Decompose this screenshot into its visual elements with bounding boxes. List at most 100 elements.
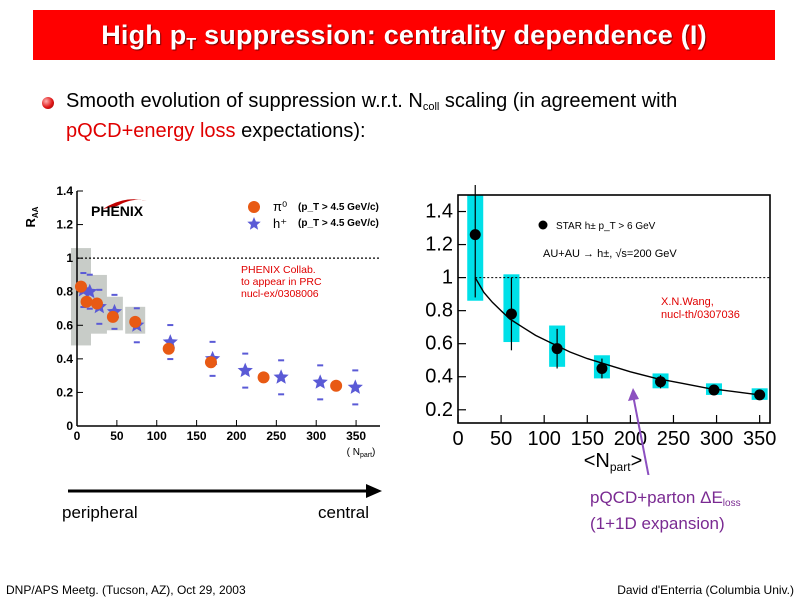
y-tick-label: 1.4 [425,201,453,223]
x-axis-label: <Npart> [584,450,643,474]
slide-title: High pT suppression: centrality dependen… [33,10,775,60]
annotation-line: X.N.Wang, [661,296,714,308]
star-point [754,389,766,401]
pi0-point [162,342,175,355]
hplus-point [82,283,98,299]
star-raa-chart: 0 50 100 150 200 250 300 350 0.2 0.4 0.6 0.8 1 1.2 1.4… [425,185,776,475]
y-tick-label: 1.4 [56,185,73,198]
peripheral-label: peripheral [62,503,138,522]
pqcd-label-main: pQCD+parton ΔE [590,488,723,507]
arrow-head [628,388,639,401]
pi0-point [74,280,87,293]
hplus-point [237,362,253,378]
pi0-point [330,379,343,392]
plot-frame [457,194,771,424]
x-tick-label: 350 [743,428,776,450]
title-bar: High pT suppression: centrality dependen… [33,10,775,60]
legend-reaction-label: AU+AU → h±, √s=200 GeV [543,248,677,260]
phenix-logo-wing [103,199,147,209]
bullet-text-line1: Smooth evolution of suppression w.r.t. N… [66,90,677,113]
x-tick-label: 50 [490,428,512,450]
y-tick-label: 0.4 [56,352,73,366]
star-point [596,362,608,374]
y-tick-label: 0.6 [425,333,453,355]
annotation-line: PHENIX Collab. [241,264,316,276]
star-point [708,384,720,396]
x-tick-label: 250 [266,429,286,443]
y-axis-label: RAA [25,206,40,227]
hplus-point [312,374,328,389]
hplus-point [347,379,363,394]
footer-author: David d'Enterria (Columbia Univ.) [617,583,794,597]
x-tick-label: 0 [74,429,81,443]
pi0-point [90,297,103,310]
star-point [551,343,563,355]
centrality-arrow [68,484,382,498]
x-tick-label: 150 [571,428,604,450]
central-label: central [318,503,370,522]
x-tick-label: 100 [147,429,167,443]
centrality-arrow-head [366,484,382,498]
annotation-line: to appear in PRC [241,276,322,288]
legend-star-label: STAR h± p_T > 6 GeV [556,221,656,232]
legend-star-marker [538,220,548,230]
phenix-raa-chart: 0 50 100 150 200 250 300 350 0 0.2 0.4 0.6 0.8 1 1.2 1.… [25,185,380,459]
y-tick-label: 0.8 [56,285,73,299]
x-tick-label: 350 [346,429,366,443]
title-main: High p [101,20,187,50]
title-subscript: T [186,36,197,53]
x-tick-label: 200 [614,428,647,450]
pqcd-label-line2: (1+1D expansion) [590,514,725,533]
x-axis-label: ( Npart) [347,447,376,459]
y-tick-label: 0 [66,419,73,433]
x-tick-label: 100 [528,428,561,450]
x-tick-label: 300 [306,429,326,443]
y-tick-label: 1.2 [425,234,453,256]
pi0-point [204,356,217,369]
annotation-line: nucl-th/0307036 [661,309,740,321]
annotation-line: nucl-ex/0308006 [241,288,319,300]
pqcd-label-subscript: loss [722,498,741,509]
phenix-logo-text: PHENIX [91,203,144,219]
legend-pi0-symbol: π⁰ [273,199,287,214]
x-tick-label: 0 [452,428,463,450]
pi0-point [80,295,93,308]
arrow-shaft [632,394,650,475]
pi0-point [129,315,142,328]
x-tick-label: 250 [657,428,690,450]
pi0-point [257,371,270,384]
y-tick-label: 0.8 [425,300,453,322]
bullet-icon [42,97,54,109]
star-point [469,229,481,241]
x-tick-label: 200 [226,429,246,443]
bullet-text-line2: pQCD+energy loss expectations): [66,120,366,143]
pi0-point [106,310,119,323]
y-tick-label: 0.6 [56,318,73,332]
footer-conference: DNP/APS Meetg. (Tucson, AZ), Oct 29, 200… [6,583,246,597]
x-tick-label: 300 [700,428,733,450]
y-tick-label: 0.2 [425,399,453,421]
pqcd-label-line1: pQCD+parton ΔEloss [590,488,741,509]
phenix-logo: PHENIX [91,199,147,219]
bullet-part3: expectations): [235,120,366,142]
x-tick-label: 50 [110,429,124,443]
legend-hplus-label: (p_T > 4.5 GeV/c) [298,218,379,229]
y-tick-label: 1.2 [56,218,73,232]
y-tick-label: 0.2 [56,385,73,399]
y-tick-label: 1 [442,267,453,289]
y-tick-label: 0.4 [425,366,453,388]
legend-hplus-marker [247,217,261,230]
theory-curve [474,277,760,396]
bullet-part1: Smooth evolution of suppression w.r.t. N [66,90,423,112]
title-rest: suppression: centrality dependence (I) [196,20,707,50]
star-point [505,308,517,320]
y-tick-label: 1 [66,251,73,265]
legend-hplus-symbol: h⁺ [273,216,287,231]
star-point [655,376,667,388]
legend-pi0-marker [248,201,260,213]
x-tick-label: 150 [187,429,207,443]
hplus-point [273,369,289,384]
bullet-red-text: pQCD+energy loss [66,120,236,142]
bullet-subscript: coll [422,101,440,113]
legend-pi0-label: (p_T > 4.5 GeV/c) [298,202,379,213]
